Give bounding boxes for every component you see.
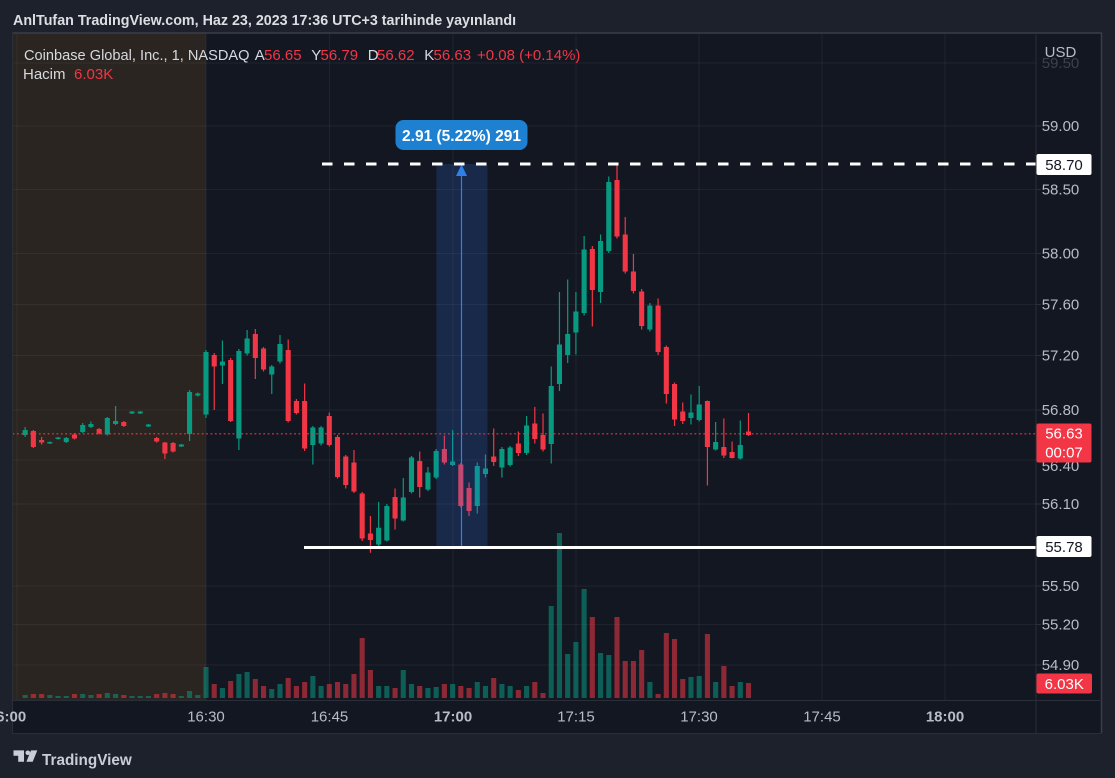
svg-text:A: A [255, 47, 265, 64]
svg-text:55.50: 55.50 [1042, 578, 1080, 595]
svg-text:17:45: 17:45 [803, 709, 841, 726]
svg-text:59.50: 59.50 [1042, 55, 1080, 72]
svg-text:58.70: 58.70 [1045, 157, 1083, 174]
svg-text:57.20: 57.20 [1042, 348, 1080, 365]
svg-text:00:07: 00:07 [1045, 445, 1083, 462]
svg-text:56.80: 56.80 [1042, 402, 1080, 419]
svg-text:17:30: 17:30 [680, 709, 718, 726]
svg-text:TradingView: TradingView [42, 752, 132, 769]
svg-text:16:45: 16:45 [311, 709, 349, 726]
svg-text:K: K [424, 47, 434, 64]
svg-text:Hacim: Hacim [23, 66, 66, 83]
svg-text:56.10: 56.10 [1042, 496, 1080, 513]
svg-text:Coinbase Global, Inc., 1, NASD: Coinbase Global, Inc., 1, NASDAQ [24, 48, 250, 64]
svg-text:D: D [368, 47, 379, 64]
svg-text:USD: USD [1045, 44, 1077, 61]
svg-text:Y: Y [311, 47, 321, 64]
svg-text:AnlTufan TradingView.com, Haz: AnlTufan TradingView.com, Haz 23, 2023 1… [13, 13, 516, 29]
svg-text:58.00: 58.00 [1042, 246, 1080, 263]
svg-text:16:00: 16:00 [0, 709, 26, 726]
svg-text:55.78: 55.78 [1045, 539, 1083, 556]
svg-text:2.91 (5.22%) 291: 2.91 (5.22%) 291 [402, 128, 521, 145]
svg-text:56.65: 56.65 [264, 47, 302, 64]
svg-text:17:15: 17:15 [557, 709, 595, 726]
svg-text:6.03K: 6.03K [74, 66, 113, 83]
svg-text:59.00: 59.00 [1042, 118, 1080, 135]
svg-text:55.20: 55.20 [1042, 617, 1080, 634]
svg-text:16:30: 16:30 [187, 709, 225, 726]
svg-text:56.62: 56.62 [377, 47, 415, 64]
svg-text:54.90: 54.90 [1042, 657, 1080, 674]
svg-text:56.79: 56.79 [321, 47, 359, 64]
svg-text:56.63: 56.63 [1045, 426, 1083, 443]
svg-text:58.50: 58.50 [1042, 182, 1080, 199]
svg-text:57.60: 57.60 [1042, 297, 1080, 314]
svg-text:6.03K: 6.03K [1045, 676, 1084, 693]
svg-text:+0.08 (+0.14%): +0.08 (+0.14%) [477, 47, 580, 64]
svg-text:17:00: 17:00 [434, 709, 472, 726]
svg-text:18:00: 18:00 [926, 709, 964, 726]
svg-text:56.63: 56.63 [434, 47, 472, 64]
